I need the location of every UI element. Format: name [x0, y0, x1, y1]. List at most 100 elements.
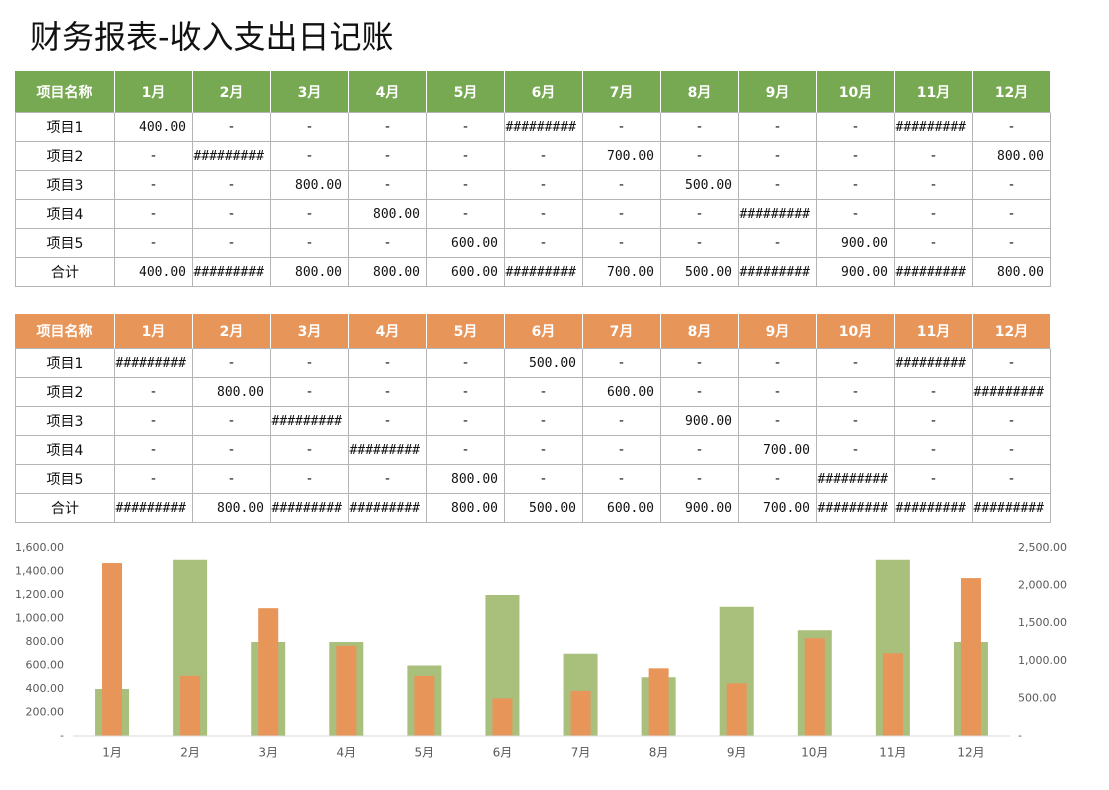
data-cell: - — [895, 171, 973, 200]
data-cell: ######### — [895, 494, 973, 523]
data-cell: ######### — [817, 465, 895, 494]
data-cell: - — [739, 229, 817, 258]
y2-tick-label: 1,500.00 — [1018, 616, 1067, 629]
row-label: 合计 — [15, 494, 115, 523]
y-tick-label: 1,600.00 — [15, 541, 64, 554]
data-cell: - — [115, 465, 193, 494]
data-cell: ######### — [895, 258, 973, 287]
y-tick-label: 1,200.00 — [15, 588, 64, 601]
y2-tick-label: 1,000.00 — [1018, 654, 1067, 667]
data-cell: - — [193, 200, 271, 229]
header-cell: 项目名称 — [15, 71, 115, 113]
data-cell: - — [973, 407, 1051, 436]
data-cell: 500.00 — [505, 349, 583, 378]
data-cell: - — [817, 436, 895, 465]
header-cell: 8月 — [661, 71, 739, 113]
data-cell: - — [115, 229, 193, 258]
data-cell: ######### — [193, 258, 271, 287]
data-cell: - — [349, 229, 427, 258]
y-tick-label: 200.00 — [26, 706, 65, 719]
header-cell: 9月 — [739, 314, 817, 349]
data-cell: ######### — [817, 494, 895, 523]
header-cell: 7月 — [583, 314, 661, 349]
data-cell: - — [895, 436, 973, 465]
data-cell: - — [505, 436, 583, 465]
data-cell: - — [817, 113, 895, 142]
data-cell: 800.00 — [349, 258, 427, 287]
x-tick-label: 3月 — [258, 746, 278, 760]
header-cell: 项目名称 — [15, 314, 115, 349]
data-cell: 600.00 — [427, 258, 505, 287]
bar — [570, 690, 591, 736]
data-cell: 900.00 — [817, 258, 895, 287]
data-cell: - — [739, 465, 817, 494]
data-cell: - — [583, 349, 661, 378]
x-tick-label: 1月 — [102, 746, 122, 760]
row-label: 项目5 — [15, 465, 115, 494]
data-cell: 600.00 — [583, 378, 661, 407]
data-cell: ######### — [973, 378, 1051, 407]
y2-tick-label: 2,500.00 — [1018, 541, 1067, 554]
data-cell: - — [895, 465, 973, 494]
data-cell: ######### — [739, 200, 817, 229]
data-cell: - — [505, 200, 583, 229]
data-cell: 800.00 — [973, 142, 1051, 171]
data-cell: - — [427, 113, 505, 142]
data-cell: - — [193, 465, 271, 494]
data-cell: - — [271, 378, 349, 407]
data-cell: - — [817, 171, 895, 200]
data-cell: - — [895, 142, 973, 171]
data-cell: - — [817, 142, 895, 171]
data-cell: - — [193, 113, 271, 142]
bar — [960, 578, 981, 736]
bar — [726, 683, 747, 736]
data-cell: 800.00 — [271, 258, 349, 287]
data-cell: - — [115, 142, 193, 171]
data-cell: ######### — [505, 113, 583, 142]
y-tick-label: 400.00 — [26, 682, 65, 695]
bar — [648, 668, 669, 736]
data-cell: - — [505, 142, 583, 171]
row-label: 项目3 — [15, 407, 115, 436]
data-cell: - — [427, 171, 505, 200]
row-label: 项目3 — [15, 171, 115, 200]
data-cell: - — [115, 436, 193, 465]
data-cell: - — [193, 407, 271, 436]
data-cell: ######### — [349, 494, 427, 523]
x-tick-label: 7月 — [571, 746, 591, 760]
row-label: 项目2 — [15, 378, 115, 407]
data-cell: 800.00 — [271, 171, 349, 200]
row-label: 项目2 — [15, 142, 115, 171]
y-tick-label: 800.00 — [26, 635, 65, 648]
data-cell: 700.00 — [739, 436, 817, 465]
y2-tick-label: - — [1018, 729, 1022, 742]
data-cell: - — [661, 436, 739, 465]
data-cell: - — [193, 229, 271, 258]
data-cell: - — [349, 349, 427, 378]
data-cell: - — [193, 171, 271, 200]
data-cell: - — [349, 465, 427, 494]
header-cell: 1月 — [115, 71, 193, 113]
data-cell: ######### — [739, 258, 817, 287]
data-cell: - — [817, 407, 895, 436]
data-cell: 800.00 — [349, 200, 427, 229]
data-cell: - — [193, 436, 271, 465]
data-cell: - — [583, 436, 661, 465]
data-cell: - — [271, 113, 349, 142]
data-cell: - — [271, 229, 349, 258]
data-cell: - — [349, 113, 427, 142]
data-cell: - — [427, 142, 505, 171]
data-cell: - — [505, 378, 583, 407]
data-cell: - — [115, 200, 193, 229]
page-title: 财务报表-收入支出日记账 — [30, 18, 394, 56]
data-cell: - — [817, 378, 895, 407]
bar — [180, 675, 201, 736]
data-cell: - — [505, 171, 583, 200]
x-tick-label: 9月 — [727, 746, 747, 760]
data-cell: - — [817, 349, 895, 378]
row-label: 项目4 — [15, 200, 115, 229]
header-cell: 7月 — [583, 71, 661, 113]
data-cell: - — [505, 407, 583, 436]
data-cell: - — [973, 465, 1051, 494]
data-cell: 800.00 — [427, 494, 505, 523]
